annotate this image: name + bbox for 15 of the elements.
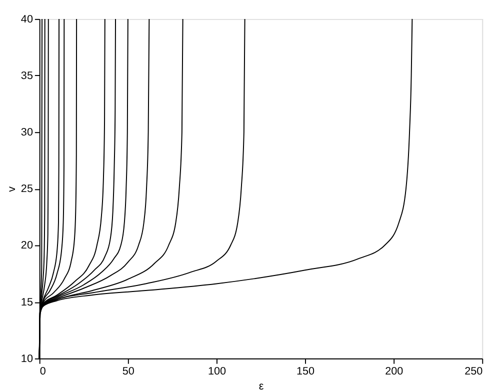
y-tick-label: 30 [20, 126, 33, 139]
y-tick-label: 25 [20, 183, 33, 196]
y-tick-label: 20 [20, 240, 33, 252]
x-tick-label: 200 [385, 366, 404, 378]
x-tick-label: 100 [208, 366, 226, 378]
y-tick-label: 10 [20, 352, 33, 365]
y-axis-title: v [6, 186, 18, 192]
y-tick-label: 40 [20, 13, 33, 26]
x-tick-label: 150 [296, 366, 315, 378]
x-axis-title: ε [258, 380, 264, 392]
y-tick-label: 35 [20, 70, 33, 82]
x-tick-label: 250 [464, 366, 483, 378]
x-tick-label: 0 [40, 366, 46, 378]
x-tick-label: 50 [122, 366, 134, 378]
y-tick-label: 15 [20, 296, 33, 308]
